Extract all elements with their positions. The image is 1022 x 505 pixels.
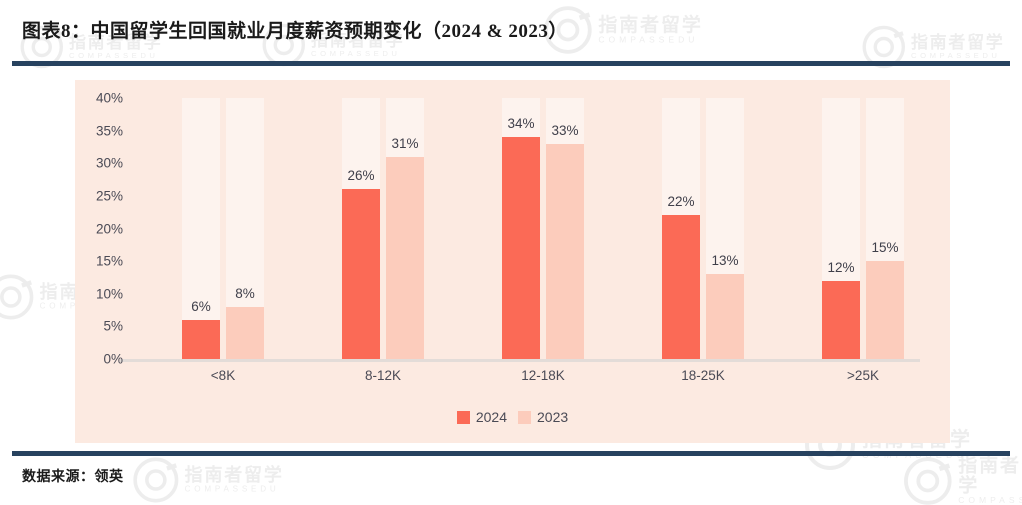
bar-value-label: 6% — [191, 298, 211, 314]
watermark-cn: 指南者留学 — [958, 455, 1022, 497]
bar-value-label: 8% — [235, 285, 255, 301]
bar-value-label: 22% — [667, 194, 695, 210]
y-axis-tick-label: 5% — [103, 318, 123, 334]
bar-2024-8-12K[interactable] — [342, 189, 380, 359]
watermark-cn: 指南者留学 — [598, 14, 703, 36]
bar-value-label: 26% — [347, 168, 375, 184]
legend-swatch-2024 — [456, 410, 470, 424]
watermark-en: COMPASSEDU — [68, 51, 159, 60]
legend-item-2024[interactable]: 2024 — [456, 409, 507, 425]
bar-2024->25K[interactable] — [822, 280, 860, 359]
x-axis-category-label: <8K — [210, 368, 236, 383]
x-axis-category-label: 12-18K — [521, 368, 565, 383]
y-axis-tick-label: 30% — [95, 155, 123, 171]
bar-2023-18-25K[interactable] — [706, 274, 744, 359]
watermark-en: COMPASSEDU — [910, 51, 1001, 60]
compassedu-logo-icon — [133, 457, 179, 503]
y-axis-tick-label: 15% — [95, 253, 123, 269]
legend-label-2023: 2023 — [537, 409, 569, 425]
page-title: 图表8：中国留学生回国就业月度薪资预期变化（2024 & 2023） — [22, 21, 568, 42]
bar-2023-12-18K[interactable] — [546, 143, 584, 359]
bar-value-label: 31% — [391, 135, 419, 151]
bar-value-label: 15% — [871, 240, 899, 256]
watermark-en: COMPASSEDU — [184, 484, 280, 494]
bar-2023-<8K[interactable] — [226, 306, 264, 359]
bar-2023-8-12K[interactable] — [386, 156, 424, 359]
y-axis-tick-label: 40% — [95, 90, 123, 106]
watermark-en: COMPASSEDU — [598, 34, 699, 45]
legend-item-2023[interactable]: 2023 — [518, 409, 568, 425]
bar-value-label: 34% — [507, 116, 535, 132]
x-axis-category-label: 18-25K — [681, 368, 725, 383]
bar-2024-18-25K[interactable] — [662, 215, 700, 359]
x-axis-category-label: >25K — [847, 368, 879, 383]
bar-value-label: 33% — [551, 122, 579, 138]
bar-background-column — [182, 98, 220, 359]
y-axis-tick-label: 0% — [103, 351, 123, 367]
bar-2023->25K[interactable] — [866, 261, 904, 359]
watermark: 指南者留学 COMPASSEDU — [133, 457, 284, 503]
legend-label-2024: 2024 — [475, 409, 507, 425]
source-note: 数据来源：领英 — [22, 470, 124, 485]
header-divider — [12, 61, 1010, 66]
chart-plot-area: 40% 35% 30% 25% 20% 15% 10% 5% 0% 6% 8% <8K 26% 31% 8-… — [75, 80, 950, 443]
bar-2024-12-18K[interactable] — [502, 137, 540, 359]
chart-legend: 2024 2023 — [75, 409, 950, 425]
y-axis-tick-label: 20% — [95, 221, 123, 236]
compassedu-logo-icon — [904, 456, 952, 505]
y-axis-tick-label: 35% — [95, 123, 123, 139]
bar-value-label: 12% — [827, 259, 855, 275]
y-axis-tick-label: 25% — [95, 188, 123, 204]
bar-value-label: 13% — [711, 253, 739, 269]
watermark-en: COMPASSEDU — [310, 49, 401, 58]
watermark-cn: 指南者留学 — [910, 33, 1005, 52]
legend-swatch-2023 — [518, 410, 531, 424]
chart-panel: 40% 35% 30% 25% 20% 15% 10% 5% 0% 6% 8% <8K 26% 31% 8-… — [75, 80, 950, 443]
watermark: 指南者留学 COMPASSEDU — [904, 456, 1022, 505]
x-axis-category-label: 8-12K — [364, 368, 402, 383]
watermark-cn: 指南者留学 — [184, 465, 284, 486]
x-axis-line — [120, 359, 920, 362]
footer-divider — [12, 451, 1010, 456]
compassedu-logo-icon — [0, 274, 34, 320]
y-axis-tick-label: 10% — [95, 286, 123, 302]
bar-2024-<8K[interactable] — [182, 319, 220, 359]
